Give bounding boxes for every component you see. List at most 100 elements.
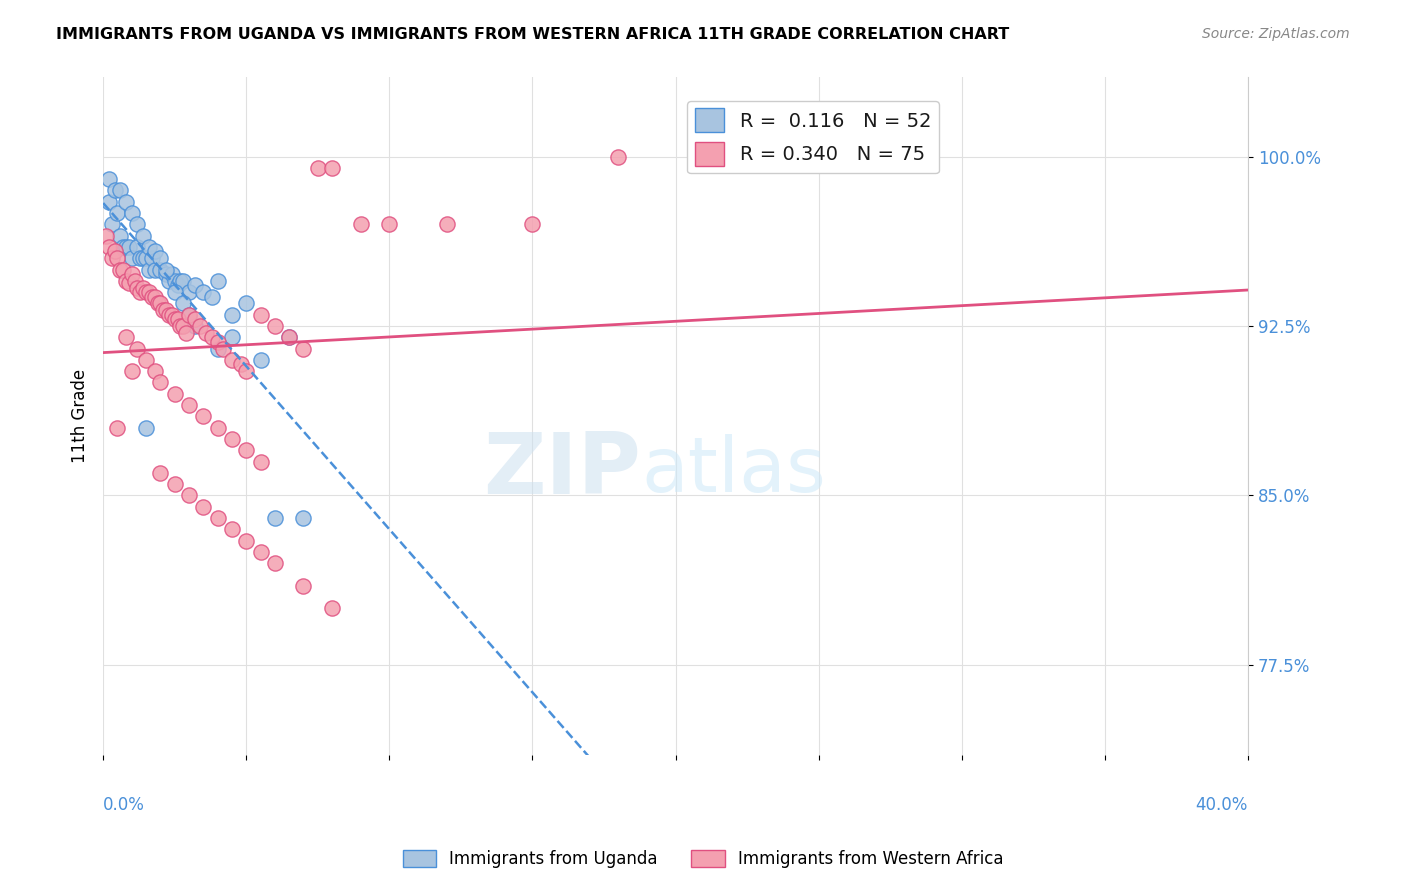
Y-axis label: 11th Grade: 11th Grade	[72, 369, 89, 464]
Point	[177, 488, 200, 502]
Point	[155, 262, 177, 277]
Point	[321, 601, 343, 615]
Point	[350, 217, 373, 231]
Point	[169, 318, 191, 333]
Text: 0.0%: 0.0%	[103, 796, 145, 814]
Point	[121, 267, 143, 281]
Point	[249, 352, 271, 367]
Point	[118, 276, 141, 290]
Point	[207, 420, 229, 434]
Point	[155, 267, 177, 281]
Point	[607, 149, 630, 163]
Point	[183, 278, 205, 293]
Legend: Immigrants from Uganda, Immigrants from Western Africa: Immigrants from Uganda, Immigrants from …	[396, 843, 1010, 875]
Point	[143, 290, 166, 304]
Point	[135, 420, 157, 434]
Point	[263, 556, 285, 570]
Point	[115, 274, 138, 288]
Legend: R =  0.116   N = 52, R = 0.340   N = 75: R = 0.116 N = 52, R = 0.340 N = 75	[688, 101, 939, 173]
Point	[221, 330, 243, 344]
Point	[160, 267, 183, 281]
Text: Source: ZipAtlas.com: Source: ZipAtlas.com	[1202, 27, 1350, 41]
Point	[207, 342, 229, 356]
Point	[149, 262, 172, 277]
Point	[229, 358, 252, 372]
Point	[94, 228, 117, 243]
Point	[163, 274, 186, 288]
Point	[193, 409, 215, 424]
Point	[152, 303, 174, 318]
Point	[141, 290, 163, 304]
Point	[112, 240, 135, 254]
Point	[115, 240, 138, 254]
Point	[110, 262, 132, 277]
Point	[166, 312, 188, 326]
Point	[141, 251, 163, 265]
Point	[124, 274, 146, 288]
Point	[183, 312, 205, 326]
Point	[163, 312, 186, 326]
Point	[149, 466, 172, 480]
Point	[166, 278, 188, 293]
Point	[115, 330, 138, 344]
Point	[163, 386, 186, 401]
Point	[135, 285, 157, 299]
Point	[201, 290, 224, 304]
Point	[249, 308, 271, 322]
Point	[235, 443, 257, 458]
Point	[221, 308, 243, 322]
Point	[107, 420, 129, 434]
Point	[127, 217, 149, 231]
Point	[190, 318, 212, 333]
Point	[235, 533, 257, 548]
Point	[193, 500, 215, 514]
Point	[115, 194, 138, 209]
Point	[146, 296, 169, 310]
Point	[127, 240, 149, 254]
Point	[174, 326, 197, 340]
Text: ZIP: ZIP	[484, 429, 641, 512]
Point	[107, 206, 129, 220]
Text: IMMIGRANTS FROM UGANDA VS IMMIGRANTS FROM WESTERN AFRICA 11TH GRADE CORRELATION : IMMIGRANTS FROM UGANDA VS IMMIGRANTS FRO…	[56, 27, 1010, 42]
Point	[436, 217, 458, 231]
Point	[201, 330, 224, 344]
Point	[278, 330, 301, 344]
Point	[157, 308, 180, 322]
Point	[138, 285, 160, 299]
Point	[112, 262, 135, 277]
Point	[121, 251, 143, 265]
Point	[138, 262, 160, 277]
Text: atlas: atlas	[641, 434, 827, 508]
Point	[177, 285, 200, 299]
Point	[149, 251, 172, 265]
Point	[121, 206, 143, 220]
Point	[249, 454, 271, 468]
Point	[292, 511, 315, 525]
Point	[100, 251, 122, 265]
Point	[249, 545, 271, 559]
Point	[292, 342, 315, 356]
Point	[169, 274, 191, 288]
Point	[207, 274, 229, 288]
Point	[163, 285, 186, 299]
Point	[121, 364, 143, 378]
Point	[135, 352, 157, 367]
Point	[103, 244, 125, 259]
Point	[183, 318, 205, 333]
Point	[163, 477, 186, 491]
Point	[321, 161, 343, 175]
Point	[97, 194, 120, 209]
Point	[221, 522, 243, 536]
Point	[143, 364, 166, 378]
Point	[135, 251, 157, 265]
Point	[221, 432, 243, 446]
Point	[172, 296, 194, 310]
Point	[235, 364, 257, 378]
Point	[129, 251, 152, 265]
Text: 40.0%: 40.0%	[1195, 796, 1249, 814]
Point	[127, 342, 149, 356]
Point	[110, 228, 132, 243]
Point	[263, 511, 285, 525]
Point	[172, 318, 194, 333]
Point	[132, 280, 155, 294]
